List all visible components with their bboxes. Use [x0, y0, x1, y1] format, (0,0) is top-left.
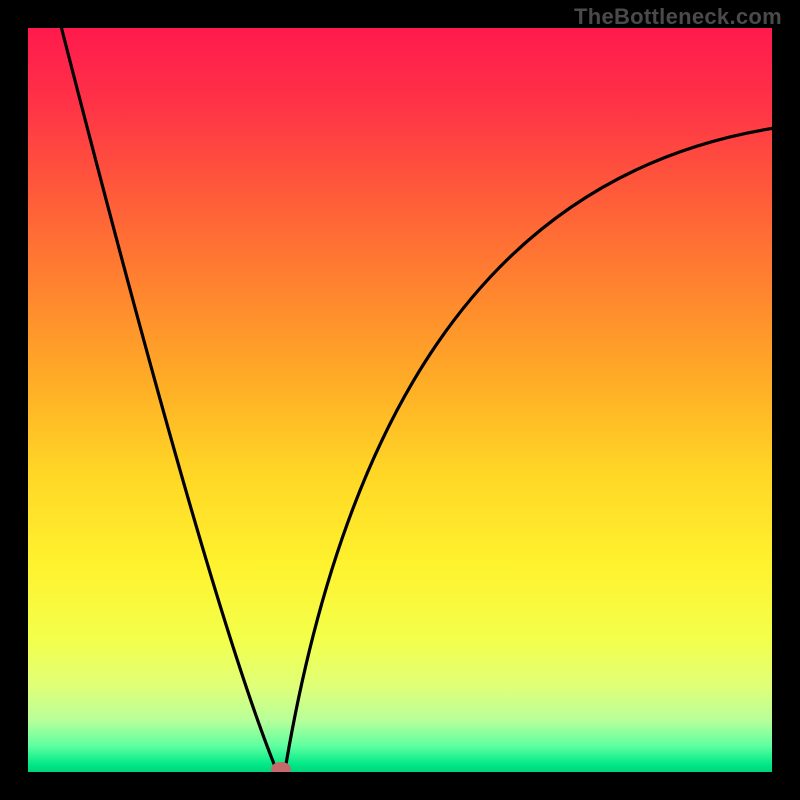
curve-left-branch [61, 28, 277, 772]
watermark-text: TheBottleneck.com [574, 4, 782, 30]
curve-right-branch [285, 128, 772, 772]
vertex-marker [271, 762, 291, 772]
line-chart [28, 28, 772, 772]
plot-area [28, 28, 772, 772]
